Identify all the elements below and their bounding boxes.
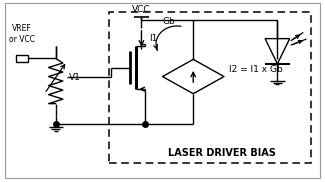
Text: Gb: Gb xyxy=(162,17,175,26)
Text: VREF
or VCC: VREF or VCC xyxy=(9,24,35,44)
Text: VCC: VCC xyxy=(132,5,151,14)
FancyBboxPatch shape xyxy=(16,55,28,62)
Text: I1: I1 xyxy=(150,34,158,43)
Polygon shape xyxy=(265,39,290,64)
Text: V1: V1 xyxy=(69,73,81,82)
Text: LASER DRIVER BIAS: LASER DRIVER BIAS xyxy=(168,148,276,158)
FancyBboxPatch shape xyxy=(5,3,320,178)
Text: I2 = I1 x Gb: I2 = I1 x Gb xyxy=(229,65,283,74)
